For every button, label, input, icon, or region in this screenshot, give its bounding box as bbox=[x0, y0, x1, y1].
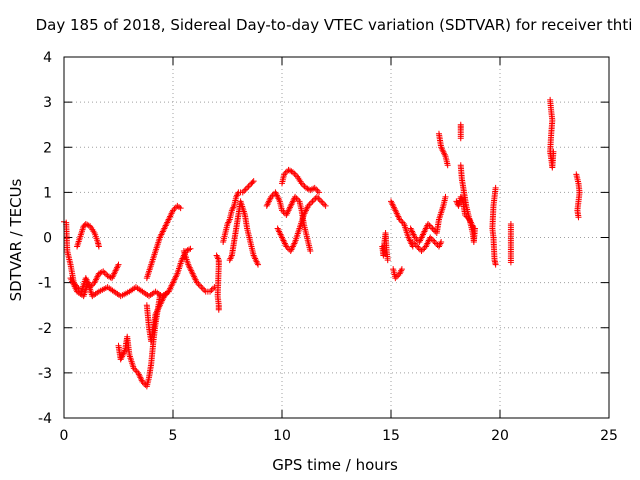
data-point bbox=[457, 135, 464, 142]
y-tick-label: 3 bbox=[43, 95, 52, 111]
data-point bbox=[492, 261, 499, 268]
data-point bbox=[470, 225, 477, 232]
data-point bbox=[575, 214, 582, 221]
tick-labels: 0 5 10 15 20 25 -4 -3 -2 -1 0 1 2 3 4 bbox=[38, 50, 618, 444]
y-tick-label: -3 bbox=[38, 366, 52, 382]
data-point bbox=[255, 261, 262, 268]
x-tick-label: 25 bbox=[600, 428, 618, 444]
data-point bbox=[550, 148, 557, 155]
x-axis-title: GPS time / hours bbox=[272, 456, 398, 474]
data-point bbox=[115, 261, 122, 268]
data-point bbox=[215, 306, 222, 313]
data-point bbox=[316, 189, 323, 196]
data-points bbox=[61, 96, 583, 390]
data-point bbox=[384, 257, 391, 264]
y-tick-label: 2 bbox=[43, 140, 52, 156]
x-tick-label: 10 bbox=[273, 428, 291, 444]
data-point bbox=[250, 178, 257, 185]
x-tick-label: 20 bbox=[491, 428, 509, 444]
chart-title: Day 185 of 2018, Sidereal Day-to-day VTE… bbox=[36, 16, 633, 34]
data-point bbox=[95, 243, 102, 250]
y-tick-label: -2 bbox=[38, 321, 52, 337]
data-point bbox=[507, 259, 514, 266]
data-point bbox=[307, 248, 314, 255]
data-point bbox=[438, 239, 445, 246]
data-point bbox=[177, 205, 184, 212]
y-tick-label: -4 bbox=[38, 411, 52, 427]
data-point bbox=[185, 246, 192, 253]
data-point bbox=[322, 202, 329, 209]
plot-frame bbox=[63, 56, 610, 419]
data-point bbox=[249, 179, 256, 186]
data-point bbox=[442, 193, 449, 200]
y-tick-label: -1 bbox=[38, 276, 52, 292]
data-point bbox=[310, 185, 317, 192]
y-axis-title: SDTVAR / TECUs bbox=[7, 178, 25, 301]
data-point bbox=[444, 162, 451, 169]
data-point bbox=[398, 266, 405, 273]
x-tick-label: 0 bbox=[60, 428, 69, 444]
x-tick-label: 15 bbox=[382, 428, 400, 444]
data-point bbox=[187, 245, 194, 252]
data-point bbox=[98, 269, 105, 276]
y-tick-label: 1 bbox=[43, 185, 52, 201]
y-tick-label: 0 bbox=[43, 231, 52, 247]
y-tick-label: 4 bbox=[43, 50, 52, 66]
x-tick-label: 5 bbox=[169, 428, 178, 444]
